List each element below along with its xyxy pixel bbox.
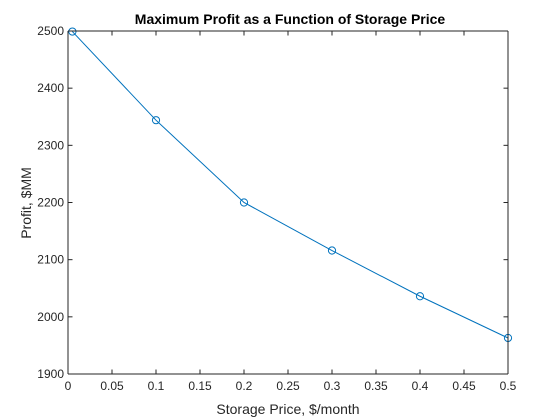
x-tick-label: 0.4 — [412, 379, 429, 393]
x-tick-label: 0.05 — [100, 379, 124, 393]
x-tick-label: 0.3 — [324, 379, 341, 393]
series-line — [72, 31, 509, 339]
x-tick-label: 0.35 — [364, 379, 388, 393]
x-tick-label: 0.5 — [500, 379, 517, 393]
y-tick-label: 2500 — [37, 24, 64, 38]
y-tick-label: 2100 — [37, 253, 64, 267]
data-point — [68, 27, 77, 36]
data-point — [239, 198, 249, 207]
x-axis-label: Storage Price, $/month — [216, 401, 359, 417]
data-point — [415, 292, 425, 301]
chart-title: Maximum Profit as a Function of Storage … — [135, 11, 446, 27]
x-tick-label: 0.2 — [236, 379, 253, 393]
x-tick-label: 0.25 — [276, 379, 300, 393]
y-tick-label: 2200 — [37, 196, 64, 210]
y-tick-label: 2000 — [37, 310, 64, 324]
y-axis-label: Profit, $MM — [18, 167, 34, 239]
x-tick-label: 0.15 — [188, 379, 212, 393]
data-point — [151, 116, 161, 125]
x-tick-label: 0 — [65, 379, 72, 393]
plot-area — [68, 31, 508, 374]
data-point — [327, 246, 337, 255]
y-tick-label: 1900 — [37, 367, 64, 381]
y-tick-label: 2400 — [37, 81, 64, 95]
y-tick-label: 2300 — [37, 138, 64, 152]
x-tick-label: 0.45 — [452, 379, 476, 393]
x-tick-label: 0.1 — [148, 379, 165, 393]
